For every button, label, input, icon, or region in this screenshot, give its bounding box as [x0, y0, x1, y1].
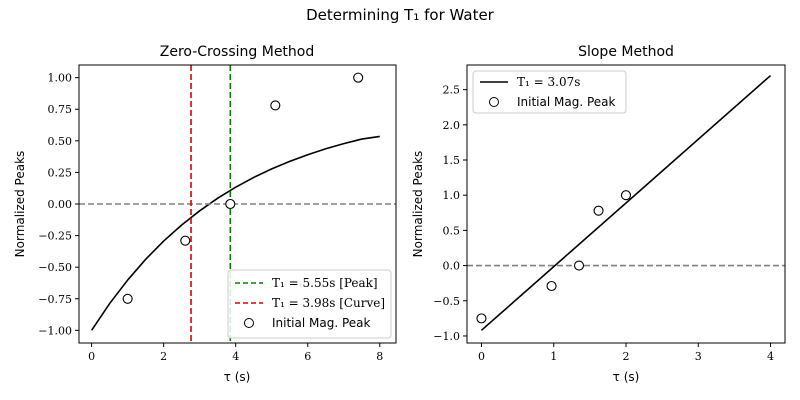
left-y-tick-label: 1.00: [48, 72, 73, 85]
right-point: [546, 280, 557, 292]
right-y-tick-label: 0.5: [443, 224, 461, 237]
right-fit-path: [480, 74, 772, 331]
left-x-tick-label: 4: [232, 350, 239, 363]
right-chart-title: Slope Method: [578, 44, 674, 60]
left-legend-box: [227, 269, 392, 339]
left-y-axis-label: Normalized Peaks: [13, 151, 27, 258]
left-x-tick-label: 0: [88, 350, 95, 363]
right-point: [476, 313, 487, 324]
right-y-tick-label: 2.5: [443, 84, 461, 97]
left-point: [353, 72, 364, 83]
slope-panel: Slope Method 0 1 2 3 4 −1.0 −0.5 0.0 0.5 1.0 1.5 2…: [411, 44, 786, 384]
right-legend: T₁ = 3.07s Initial Mag. Peak: [472, 70, 627, 114]
left-x-axis-label: τ (s): [224, 370, 251, 384]
right-y-tick-label: 2.0: [443, 119, 461, 132]
left-x-ticks: 0 2 4 6 8: [88, 343, 383, 363]
right-y-tick-label: −1.0: [433, 330, 460, 343]
right-point: [620, 190, 632, 201]
legend-marker-swatch: [244, 318, 254, 328]
legend-points-label-right: Initial Mag. Peak: [517, 95, 616, 109]
left-chart-title: Zero-Crossing Method: [160, 44, 315, 60]
legend-peak-label: T₁ = 5.55s [Peak]: [272, 276, 378, 290]
left-point: [122, 293, 133, 304]
left-y-tick-label: 0.50: [48, 135, 73, 148]
legend-curve-label: T₁ = 3.98s [Curve]: [272, 296, 385, 310]
right-x-ticks: 0 1 2 3 4: [478, 343, 774, 363]
left-curve-path: [90, 135, 380, 331]
left-x-tick-label: 2: [160, 350, 167, 363]
left-x-tick-label: 8: [376, 350, 383, 363]
left-y-tick-label: −0.50: [38, 261, 72, 274]
right-y-ticks: −1.0 −0.5 0.0 0.5 1.0 1.5 2.0 2.5: [433, 84, 467, 343]
left-point: [180, 235, 191, 246]
right-y-axis-label: Normalized Peaks: [411, 151, 425, 258]
right-y-tick-label: −0.5: [433, 295, 460, 308]
left-recovery-curve: [90, 135, 380, 331]
left-y-ticks: −1.00 −0.75 −0.50 −0.25 0.00 0.25 0.50 0.75 1.00: [38, 72, 79, 337]
left-x-tick-label: 6: [304, 350, 311, 363]
right-x-tick-label: 0: [478, 350, 485, 363]
left-plot-area: [79, 65, 396, 343]
left-y-tick-label: 0.00: [48, 198, 73, 211]
right-legend-box: [472, 70, 627, 114]
left-data-points: [122, 72, 364, 304]
left-y-tick-label: −0.75: [38, 293, 72, 306]
right-data-points: [476, 190, 632, 324]
left-y-tick-label: −1.00: [38, 324, 72, 337]
right-point: [573, 260, 585, 271]
right-x-tick-label: 3: [695, 350, 702, 363]
legend-points-label: Initial Mag. Peak: [272, 316, 371, 330]
right-point: [593, 205, 604, 216]
left-y-tick-label: −0.25: [38, 230, 72, 243]
right-x-axis-label: τ (s): [613, 370, 640, 384]
left-point: [270, 100, 281, 111]
right-x-tick-label: 2: [623, 350, 630, 363]
right-plot-area: [467, 74, 785, 331]
left-point: [225, 198, 236, 210]
left-y-tick-label: 0.75: [48, 103, 73, 116]
zero-crossing-panel: Zero-Crossing Method 0 2 4 6 8 −1.00 −0.75 −0.…: [13, 44, 397, 384]
right-y-tick-label: 1.5: [443, 154, 461, 167]
left-y-tick-label: 0.25: [48, 166, 73, 179]
right-x-tick-label: 1: [550, 350, 557, 363]
right-y-tick-label: 0.0: [443, 260, 461, 273]
figure-title: Determining T₁ for Water: [306, 6, 495, 24]
right-x-tick-label: 4: [767, 350, 774, 363]
left-legend: T₁ = 5.55s [Peak] T₁ = 3.98s [Curve] Ini…: [227, 269, 392, 339]
legend-marker-swatch-right: [489, 97, 499, 107]
legend-fit-label: T₁ = 3.07s: [517, 75, 580, 89]
right-fit-line: [480, 74, 772, 331]
right-y-tick-label: 1.0: [443, 189, 461, 202]
